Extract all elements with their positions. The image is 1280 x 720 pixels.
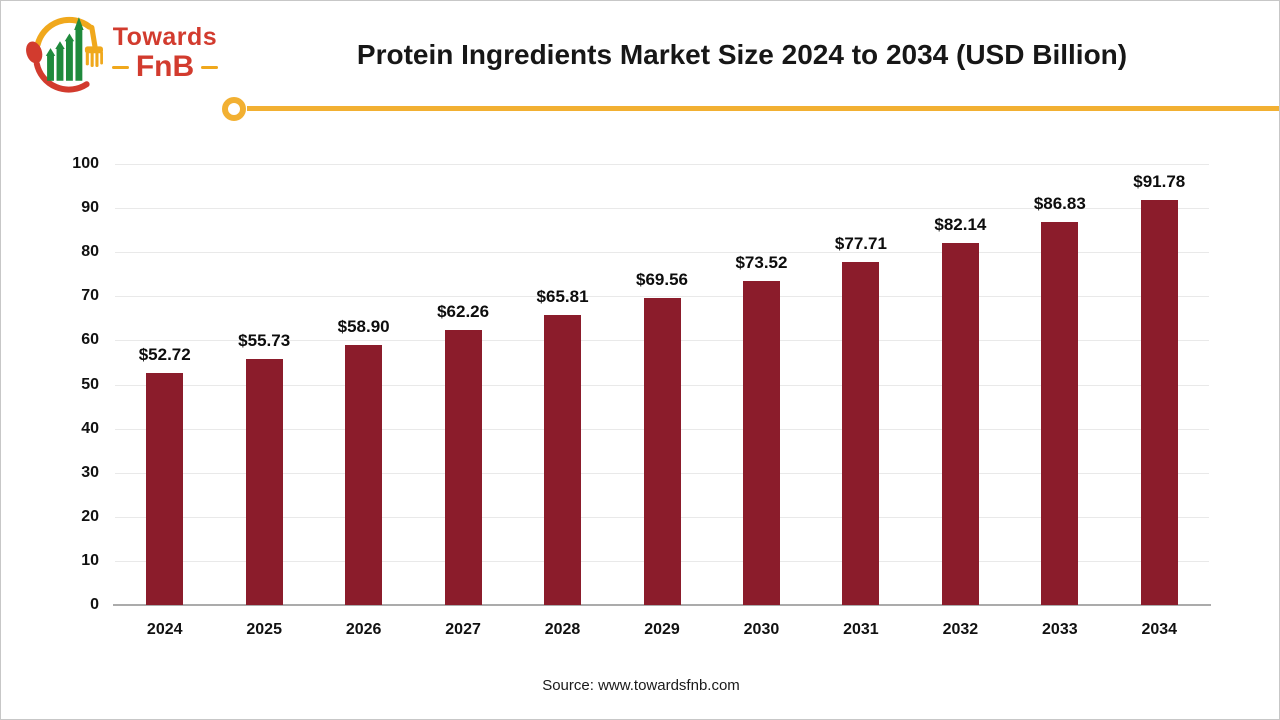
accent-divider-line [247,106,1279,111]
chart-title: Protein Ingredients Market Size 2024 to … [356,39,1128,70]
gridline [115,296,1209,298]
bar [941,242,979,605]
y-axis-tick-label: 60 [81,331,99,349]
x-axis-tick-label: 2024 [146,621,183,638]
bar [643,298,681,605]
bar-value-label: $58.90 [337,317,390,337]
y-axis-tick-label: 90 [81,199,99,217]
y-axis-tick-label: 80 [81,243,99,261]
bar-value-label: $91.78 [1133,172,1186,192]
x-axis-tick-label: 2031 [843,621,879,638]
bar-value-label: $82.14 [934,214,987,234]
y-axis-tick-label: 50 [81,375,99,393]
x-axis-tick-label: 2027 [445,621,481,638]
x-axis-tick-label: 2034 [1141,621,1178,638]
brand-wordmark: Towards FnB [99,23,231,82]
x-axis-tick-label: 2029 [644,621,680,638]
y-axis-tick-label: 0 [90,596,99,613]
bar-value-label: $52.72 [138,344,191,364]
bar [1140,200,1178,605]
bar [742,280,780,605]
bar-value-label: $62.26 [437,302,490,322]
bar-value-label: $69.56 [636,270,688,290]
accent-divider-ring-icon [222,97,246,121]
bar-value-label: $86.83 [1033,194,1086,214]
x-axis-tick-label: 2028 [544,621,581,638]
y-axis-tick-label: 40 [81,419,99,437]
bar-value-label: $73.52 [735,252,788,272]
bar-value-label: $55.73 [238,331,291,351]
gridline [115,164,1209,165]
y-axis-tick-label: 20 [81,507,99,525]
gridline [115,252,1209,254]
bar [146,372,184,605]
x-axis-tick-label: 2033 [1042,621,1078,638]
y-axis-tick-label: 100 [72,155,99,172]
towards-fnb-logo: Towards FnB [23,9,223,101]
brand-name-towards: Towards [112,23,218,51]
y-axis-tick-label: 10 [81,551,99,569]
y-axis-tick-label: 70 [81,287,99,305]
x-axis-tick-label: 2030 [743,621,780,638]
source-note: Source: www.towardsfnb.com [542,677,740,694]
brand-name-fnb: FnB [135,50,195,83]
y-axis-tick-label: 30 [81,463,99,481]
bar [245,359,283,605]
brand-dash-right [201,65,219,69]
bar [444,330,482,605]
x-axis-line [113,604,1211,606]
bar-value-label: $65.81 [536,286,589,306]
brand-dash-left [111,65,129,69]
x-axis-tick-label: 2025 [246,621,282,638]
bar [842,262,880,605]
bar [345,345,383,605]
bar [1041,222,1079,605]
bar [544,314,582,605]
x-axis-tick-label: 2026 [345,621,382,638]
bar-value-label: $77.71 [834,234,887,254]
x-axis-tick-label: 2032 [942,621,979,638]
towards-fnb-logo-icon [26,16,103,93]
gridline [115,208,1209,210]
